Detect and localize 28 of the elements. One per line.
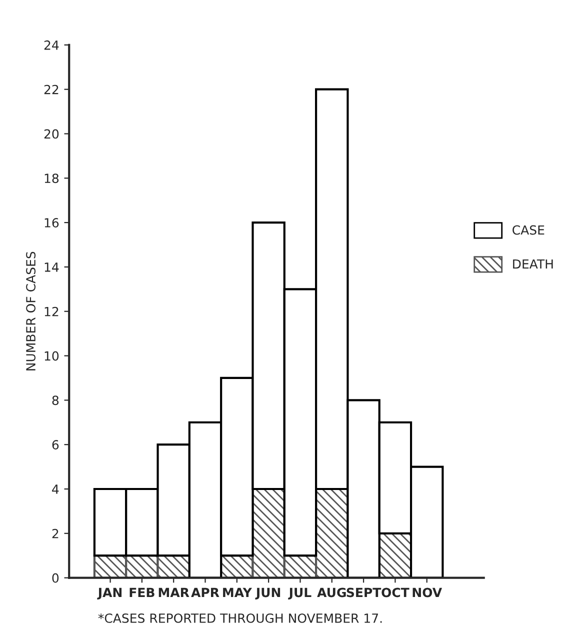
x-tick-label: JUL <box>288 588 312 600</box>
x-tick-label: FEB <box>130 588 154 598</box>
y-tick-label: 2 <box>52 528 58 538</box>
y-tick-label: 20 <box>44 129 59 139</box>
x-tick-label: JAN <box>97 588 122 600</box>
y-tick-label: 6 <box>52 440 59 450</box>
y-tick-label: 22 <box>44 84 58 94</box>
legend-label: CASE <box>512 225 544 235</box>
y-tick-label: 24 <box>44 40 59 50</box>
y-tick-label: 12 <box>44 306 58 316</box>
x-tick-label: NOV <box>412 588 442 598</box>
x-tick-label: OCT <box>382 588 410 598</box>
x-tick-label: JUN <box>255 588 280 600</box>
y-tick-label: 18 <box>44 174 59 184</box>
y-tick-label: 16 <box>44 218 59 228</box>
y-tick-label: 14 <box>44 262 59 272</box>
legend-label: DEATH <box>513 259 553 269</box>
x-tick-label: AUG <box>317 588 346 598</box>
y-tick-label: 0 <box>52 573 59 583</box>
x-tick-label: MAY <box>223 588 252 598</box>
text: *CASES REPORTED THROUGH NOVEMBER 17. <box>98 613 382 623</box>
y-tick-label: 8 <box>52 396 59 406</box>
x-tick-label: SEPT <box>346 588 382 598</box>
y-tick-label: 10 <box>44 351 59 361</box>
x-tick-label: APR <box>191 588 220 598</box>
y-axis-title: NUMBER OF CASES <box>26 252 36 370</box>
x-tick-label: MAR <box>158 588 190 598</box>
y-tick-label: 4 <box>52 484 59 494</box>
